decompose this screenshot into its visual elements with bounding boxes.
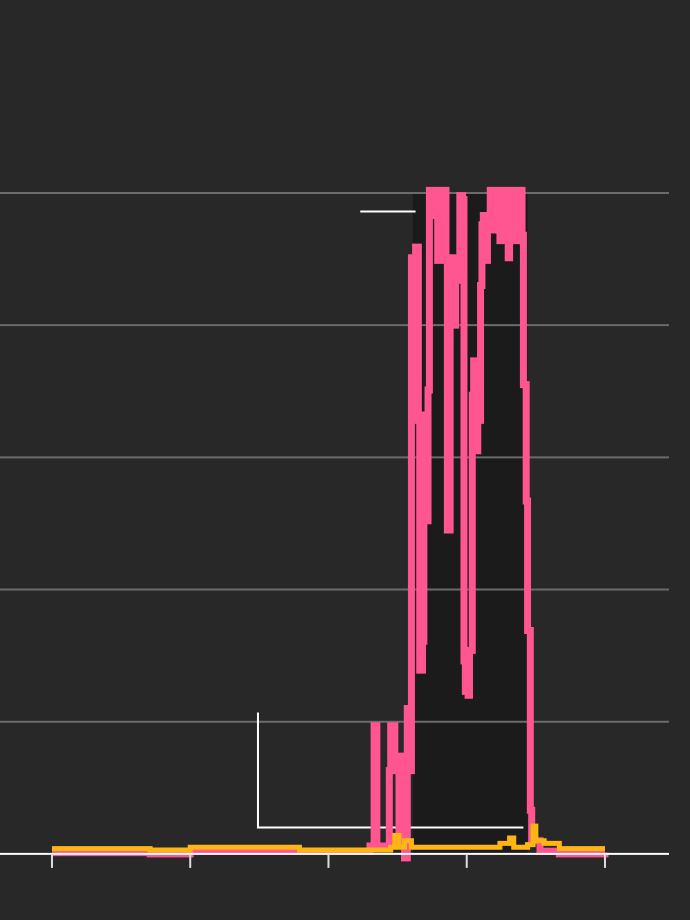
series-line-0 xyxy=(51,186,609,862)
annotation-line xyxy=(256,712,524,829)
series-line-1 xyxy=(51,823,605,853)
